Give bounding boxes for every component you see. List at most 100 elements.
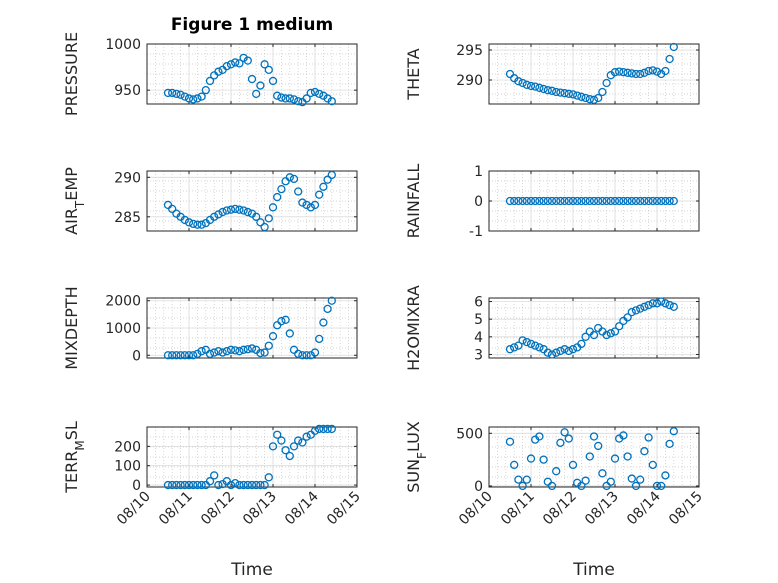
data-point [210, 212, 219, 221]
data-point [193, 349, 202, 359]
data-point [535, 432, 544, 441]
data-point [273, 91, 282, 100]
data-point [657, 297, 666, 306]
data-point [163, 351, 173, 360]
data-point [323, 94, 332, 103]
data-point [518, 78, 527, 88]
data-point [539, 196, 548, 206]
data-point [648, 299, 657, 308]
data-point [581, 196, 590, 206]
data-point [505, 345, 515, 354]
data-point [627, 69, 636, 78]
data-point [543, 86, 552, 95]
data-point [310, 426, 320, 436]
data-point [589, 95, 599, 104]
data-point [302, 432, 311, 441]
data-point [644, 433, 653, 442]
y-tick-label: 0 [474, 479, 483, 495]
y-tick-label: 6 [474, 295, 483, 311]
data-point [168, 480, 177, 490]
data-point [256, 348, 265, 358]
data-point [327, 97, 336, 106]
y-tick-label: 290 [456, 73, 483, 89]
data-point [589, 330, 599, 340]
data-point [168, 88, 177, 98]
data-point [602, 330, 611, 340]
data-point [327, 296, 336, 305]
panel-4: 0 1000 2000 MIXDEPTH [62, 286, 358, 370]
y-tick-label: 5 [474, 312, 483, 328]
axes-frame-7 [488, 426, 700, 488]
data-point [631, 306, 641, 315]
data-point [235, 59, 244, 68]
data-point [606, 477, 615, 486]
y-tick-label: 200 [114, 439, 141, 455]
data-point [623, 196, 632, 206]
data-point [644, 300, 653, 310]
data-point [226, 205, 236, 214]
data-point [573, 196, 582, 206]
data-point [514, 341, 523, 350]
data-point [298, 438, 307, 447]
axes-frame-5 [488, 297, 700, 359]
data-point [252, 480, 261, 490]
data-point [661, 471, 670, 480]
data-point [505, 69, 515, 79]
data-point [298, 198, 307, 207]
data-point [222, 347, 231, 356]
data-point [205, 76, 215, 86]
data-point [665, 300, 674, 310]
data-point [610, 454, 620, 463]
data-point [505, 437, 515, 446]
data-point [184, 218, 194, 227]
data-point [268, 76, 278, 86]
y-tick-label: 0 [474, 194, 483, 210]
panel-1: 290 295 THETA [404, 42, 700, 105]
data-point [619, 431, 628, 440]
x-axis-label-left: Time [230, 560, 273, 580]
data-point [510, 343, 519, 352]
data-point [610, 327, 620, 336]
data-point [526, 81, 536, 91]
data-point [589, 196, 599, 206]
data-point [631, 196, 641, 206]
data-point [197, 347, 206, 356]
data-point [222, 206, 231, 215]
data-point [172, 480, 181, 490]
y-axis-label-4: MIXDEPTH [62, 286, 81, 369]
data-point [168, 351, 177, 360]
data-point [669, 42, 678, 52]
panel-5: 34 56 H2OMIXRA [404, 285, 700, 371]
data-point [547, 196, 557, 206]
data-point [640, 447, 649, 456]
axes-frame-2 [146, 170, 358, 232]
data-point [294, 349, 303, 359]
data-point [652, 67, 662, 76]
data-point [640, 68, 649, 77]
data-point [547, 481, 557, 491]
y-axis-label-5: H2OMIXRA [404, 285, 423, 371]
data-point [226, 60, 236, 69]
data-point [323, 175, 332, 184]
data-point [260, 348, 269, 357]
data-point [661, 299, 670, 308]
data-point [201, 86, 210, 95]
data-point [522, 196, 531, 206]
data-point [552, 348, 561, 357]
data-point [619, 68, 628, 77]
data-point [543, 477, 552, 486]
data-point [180, 351, 189, 360]
data-point [568, 460, 578, 470]
data-point [556, 438, 565, 447]
data-point [543, 348, 552, 357]
data-point [568, 345, 578, 354]
data-point [319, 91, 328, 100]
y-tick-label: 1000 [105, 321, 141, 337]
data-point [285, 173, 294, 182]
data-point [665, 196, 674, 206]
data-point [273, 192, 282, 202]
data-point [648, 66, 657, 75]
data-point [564, 89, 573, 98]
data-point [623, 313, 632, 322]
data-point [277, 436, 286, 445]
